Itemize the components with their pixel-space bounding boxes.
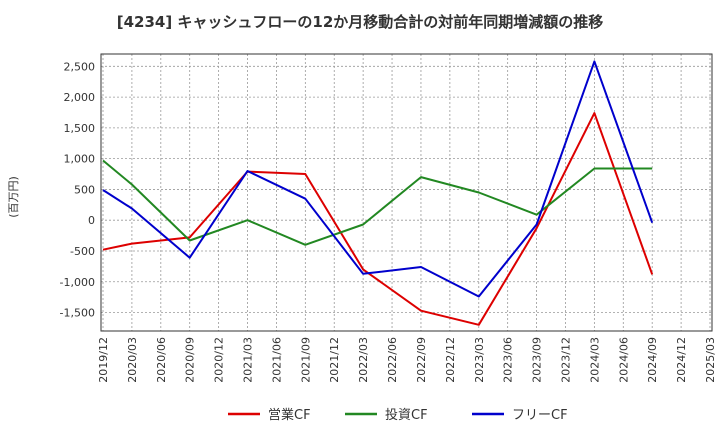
- x-axis-ticks: 2019/12 2020/03 2020/06 2020/09 2020/12 2021/…: [97, 337, 717, 383]
- y-tick-label: 2,500: [64, 60, 96, 73]
- chart-title: [4234] キャッシュフローの12か月移動合計の対前年同期増減額の推移: [117, 13, 604, 31]
- y-tick-label: -500: [70, 245, 95, 258]
- series-line-2: [102, 159, 653, 246]
- y-tick-label: 500: [74, 183, 95, 196]
- x-tick-label: 2021/06: [270, 337, 283, 383]
- x-tick-label: 2022/03: [357, 337, 370, 383]
- x-tick-label: 2024/06: [617, 337, 630, 383]
- y-tick-label: 1,500: [64, 122, 96, 135]
- x-tick-label: 2021/03: [242, 337, 255, 383]
- legend-label: フリーCF: [512, 408, 568, 423]
- series-line-1: [102, 112, 654, 326]
- x-tick-label: 2024/03: [588, 337, 601, 383]
- x-tick-label: 2024/09: [646, 337, 659, 383]
- grid-layer: [101, 54, 712, 331]
- series-layer: [102, 60, 654, 326]
- x-tick-label: 2019/12: [97, 337, 110, 383]
- x-tick-label: 2023/03: [473, 337, 486, 383]
- legend-label: 営業CF: [268, 407, 311, 423]
- x-tick-label: 2023/12: [559, 337, 572, 383]
- y-tick-label: -1,000: [60, 276, 95, 289]
- x-tick-label: 2020/03: [126, 337, 139, 383]
- x-tick-label: 2022/12: [444, 337, 457, 383]
- y-tick-label: 1,000: [64, 153, 96, 166]
- x-tick-label: 2024/12: [675, 337, 688, 383]
- y-tick-label: -1,500: [60, 307, 95, 320]
- x-tick-label: 2025/03: [704, 337, 717, 383]
- x-tick-label: 2022/09: [415, 337, 428, 383]
- x-tick-label: 2020/12: [213, 337, 226, 383]
- x-tick-label: 2022/06: [386, 337, 399, 383]
- x-tick-label: 2020/06: [155, 337, 168, 383]
- legend: 営業CF 投資CF フリーCF: [228, 407, 568, 423]
- plot-area: [100, 53, 713, 332]
- y-axis-label: (百万円): [7, 176, 20, 218]
- x-tick-label: 2023/06: [502, 337, 515, 383]
- x-tick-label: 2020/09: [184, 337, 197, 383]
- x-tick-label: 2021/12: [328, 337, 341, 383]
- y-axis-ticks: 2,500 2,000 1,500 1,000 500 0 -500 -1,000 -1,500: [60, 60, 95, 319]
- series-line-3: [102, 60, 654, 298]
- y-tick-label: 0: [88, 214, 95, 227]
- x-tick-label: 2023/09: [531, 337, 544, 383]
- y-tick-label: 2,000: [64, 91, 96, 104]
- x-tick-label: 2021/09: [299, 337, 312, 383]
- legend-label: 投資CF: [385, 407, 428, 423]
